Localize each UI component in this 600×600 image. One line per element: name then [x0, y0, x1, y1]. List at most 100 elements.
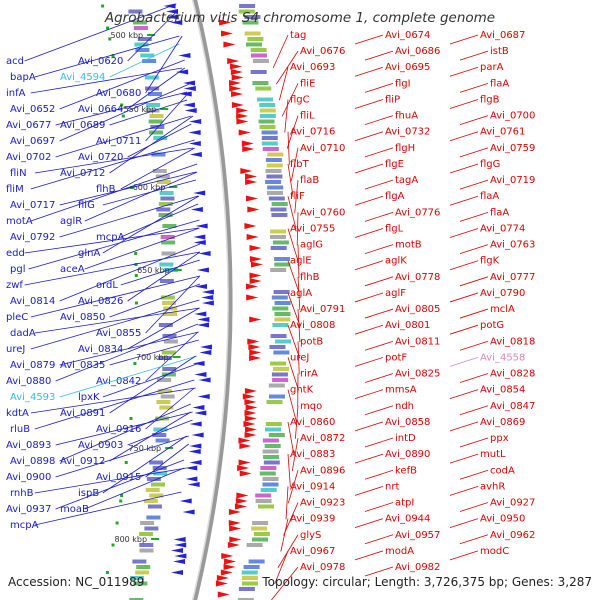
gene-label-left: fliG — [78, 200, 95, 211]
gene-label-right: Avi_0890 — [385, 449, 430, 460]
gene-label-right: flaA — [490, 78, 509, 89]
gene-leader-left — [59, 59, 185, 110]
forward-strand-gene — [247, 206, 260, 213]
forward-strand-gene — [231, 91, 244, 97]
feature-block-right — [261, 141, 278, 146]
feature-block-left — [158, 202, 173, 206]
gene-label-right: parA — [480, 62, 504, 73]
reverse-strand-gene — [188, 130, 201, 135]
gene-leader-right — [276, 50, 299, 85]
gene-label-left: glnA — [78, 248, 100, 259]
gene-leader-right — [354, 518, 384, 529]
gene-leader-right — [354, 228, 384, 238]
gene-leader-right — [354, 550, 384, 561]
gene-leader-left — [55, 115, 192, 158]
feature-block-left — [147, 504, 162, 509]
gene-leader-left — [145, 331, 199, 382]
reverse-strand-gene — [196, 322, 209, 328]
gene-leader-right — [449, 486, 479, 496]
feature-block-left — [163, 339, 178, 344]
gene-leader-right — [287, 325, 301, 359]
gene-label-left: Avi_0937 — [6, 504, 51, 515]
reverse-strand-gene — [201, 300, 214, 306]
forward-strand-gene — [231, 74, 244, 81]
gene-label-right: Avi_0759 — [490, 143, 535, 154]
reverse-strand-gene — [189, 421, 202, 427]
gene-leader-right — [449, 66, 479, 77]
feature-block-left — [152, 433, 167, 437]
accession-text: Accession: NC_011989 — [8, 575, 145, 589]
gene-label-right: flbT — [290, 159, 310, 170]
gene-leader-left — [84, 171, 198, 222]
gene-leader-right — [283, 502, 299, 536]
gene-leader-right — [364, 469, 394, 480]
feature-block-right — [270, 229, 287, 234]
gene-label-right: gntK — [290, 385, 314, 396]
gene-label-right: aglK — [385, 256, 407, 267]
feature-block-left — [156, 207, 171, 212]
gc-marker — [101, 4, 105, 8]
gene-leader-right — [354, 486, 384, 496]
reverse-strand-gene — [183, 86, 196, 91]
forward-strand-gene — [229, 525, 242, 532]
forward-strand-gene — [227, 542, 240, 548]
feature-block-right — [239, 4, 256, 8]
feature-block-right — [255, 86, 272, 91]
gene-leader-right — [459, 82, 489, 93]
gene-label-left: Avi_0842 — [96, 376, 141, 387]
gene-label-left: Avi_0652 — [10, 104, 55, 115]
feature-block-left — [153, 471, 168, 476]
gene-leader-left — [127, 307, 200, 350]
gene-label-right: Avi_0872 — [300, 433, 345, 444]
gene-leader-right — [449, 260, 479, 271]
gene-label-right: Avi_0790 — [480, 288, 525, 299]
forward-strand-gene — [224, 558, 237, 565]
gc-marker — [134, 274, 138, 277]
gene-leader-right — [459, 308, 489, 319]
gene-leader-left — [109, 355, 196, 414]
scale-tick-label: 700 kbp — [136, 353, 169, 362]
feature-block-right — [238, 587, 255, 591]
gene-label-right: Avi_0778 — [395, 272, 440, 283]
forward-strand-gene — [246, 234, 259, 240]
feature-block-right — [242, 20, 259, 25]
feature-block-right — [237, 598, 254, 600]
gene-leader-left — [30, 67, 183, 94]
forward-strand-gene — [219, 19, 232, 26]
gene-label-right: Avi_0774 — [480, 223, 525, 234]
gene-label-right: Avi_0896 — [300, 465, 345, 476]
forward-strand-gene — [229, 536, 242, 543]
gene-label-left: Avi_0915 — [96, 472, 141, 483]
reverse-strand-gene — [193, 190, 206, 196]
forward-strand-gene — [223, 564, 236, 570]
feature-block-right — [255, 499, 272, 503]
feature-block-right — [260, 466, 277, 470]
feature-block-left — [143, 499, 158, 503]
gene-label-right: Avi_0760 — [300, 207, 345, 218]
gene-label-right: codA — [490, 465, 515, 476]
gene-leader-left — [145, 387, 195, 430]
gene-label-right: Avi_0978 — [300, 562, 345, 573]
forward-strand-gene — [217, 591, 230, 598]
gene-leader-right — [459, 276, 489, 287]
forward-strand-gene — [245, 404, 258, 411]
forward-strand-gene — [223, 41, 236, 48]
reverse-strand-gene — [189, 152, 202, 157]
feature-block-left — [139, 532, 154, 536]
feature-block-left — [148, 92, 162, 96]
gene-label-left: Avi_0834 — [78, 344, 123, 355]
gene-leader-left — [120, 147, 195, 190]
gene-label-left: zwf — [6, 280, 23, 291]
feature-block-right — [263, 460, 280, 465]
feature-block-right — [266, 400, 283, 404]
gene-label-right: fhuA — [395, 111, 418, 122]
gene-label-right: istB — [490, 46, 509, 57]
gene-label-right: fliP — [385, 94, 400, 105]
feature-block-right — [241, 570, 258, 575]
gene-label-left: Avi_0912 — [60, 456, 105, 467]
gene-leader-right — [296, 212, 299, 246]
gene-label-left: infA — [6, 88, 26, 99]
gene-label-left: Avi_0711 — [96, 136, 141, 147]
gene-label-right: ppx — [490, 433, 509, 444]
